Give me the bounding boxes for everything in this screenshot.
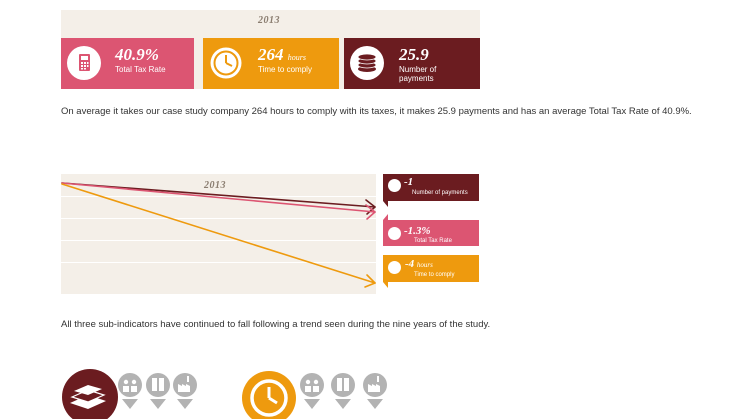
panel-year: 2013 [258,15,280,26]
tax-rate-value: 40.9% [115,45,159,64]
time-card: 264 hours Time to comply [203,38,339,89]
time-trend-arrow [61,183,376,288]
time-value-row: 264 hours [258,46,306,66]
factory-icon [173,373,197,409]
badge-pointer [383,214,388,220]
book-icon [331,373,355,409]
time-change-label: Time to comply [414,272,455,278]
book-icon [146,373,170,409]
trend-paragraph: All three sub-indicators have continued … [61,319,491,330]
gridline [61,240,376,241]
people-icon [300,373,324,409]
time-change-value-row: -4 hours [405,259,433,271]
tax-rate-trend-arrow [61,182,376,220]
payments-change-label: Number of payments [412,190,468,196]
time-change-unit: hours [416,261,433,269]
calculator-icon [67,46,101,80]
time-unit: hours [287,53,306,62]
time-change-value: -4 [405,258,415,270]
coins-stack-icon [350,46,384,80]
gridline [61,262,376,263]
tax-rate-change-badge: -1.3% Total Tax Rate [383,220,479,246]
factory-icon [363,373,387,409]
gridline [61,218,376,219]
summary-panel: 2013 40.9% Total Tax Rate [61,10,480,89]
tax-rate-card: 40.9% Total Tax Rate [61,38,194,89]
time-value: 264 [258,45,284,64]
gridline [61,196,376,197]
tax-rate-change-value: -1.3% [404,225,431,237]
payments-change-value: -1 [404,176,414,188]
time-label: Time to comply [258,65,312,74]
coins-stack-icon [388,179,401,192]
badge-pointer [383,201,388,207]
clock-icon [209,46,243,80]
chart-year: 2013 [204,180,226,191]
summary-paragraph: On average it takes our case study compa… [61,106,692,117]
payments-label: Number of payments [399,65,437,83]
tax-rate-change-label: Total Tax Rate [414,238,452,244]
badge-pointer [383,282,388,288]
payments-card: 25.9 Number of payments [344,38,480,89]
bottom-icon-row [62,369,387,419]
time-change-badge: -4 hours Time to comply [383,255,479,282]
tax-rate-label: Total Tax Rate [115,65,166,74]
people-icon [118,373,142,409]
clock-icon [242,371,296,419]
payments-change-badge: -1 Number of payments [383,174,479,201]
calculator-icon [388,227,401,240]
clock-icon [388,261,401,274]
payments-value: 25.9 [399,45,429,64]
coins-stack-icon [62,369,118,419]
